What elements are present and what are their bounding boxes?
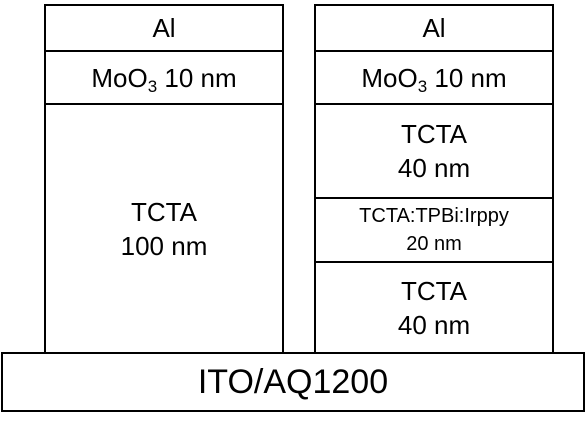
substrate-layer: ITO/AQ1200 [1, 352, 585, 412]
left-al-label: Al [152, 13, 176, 43]
right-moo3-layer: MoO3 10 nm [314, 50, 554, 105]
right-al-label: Al [422, 13, 446, 43]
substrate-label: ITO/AQ1200 [197, 362, 389, 401]
right-moo3-label: MoO3 10 nm [361, 62, 507, 96]
right-tcta-top-label: TCTA 40 nm [397, 119, 471, 183]
left-tcta-layer: TCTA 100 nm [44, 103, 284, 355]
right-tcta-top-layer: TCTA 40 nm [314, 103, 554, 199]
right-emissive-layer: TCTA:TPBi:Irppy 20 nm [314, 197, 554, 263]
right-emissive-label: TCTA:TPBi:Irppy 20 nm [359, 205, 509, 255]
left-tcta-label: TCTA 100 nm [121, 195, 208, 263]
left-moo3-layer: MoO3 10 nm [44, 50, 284, 105]
left-moo3-label: MoO3 10 nm [91, 62, 237, 96]
left-al-layer: Al [44, 4, 284, 52]
left-tcta-material: TCTA [131, 197, 197, 227]
right-tcta-bottom-label: TCTA 40 nm [397, 276, 471, 340]
right-al-layer: Al [314, 4, 554, 52]
right-tcta-bottom-layer: TCTA 40 nm [314, 261, 554, 355]
left-tcta-thickness: 100 nm [120, 231, 208, 261]
